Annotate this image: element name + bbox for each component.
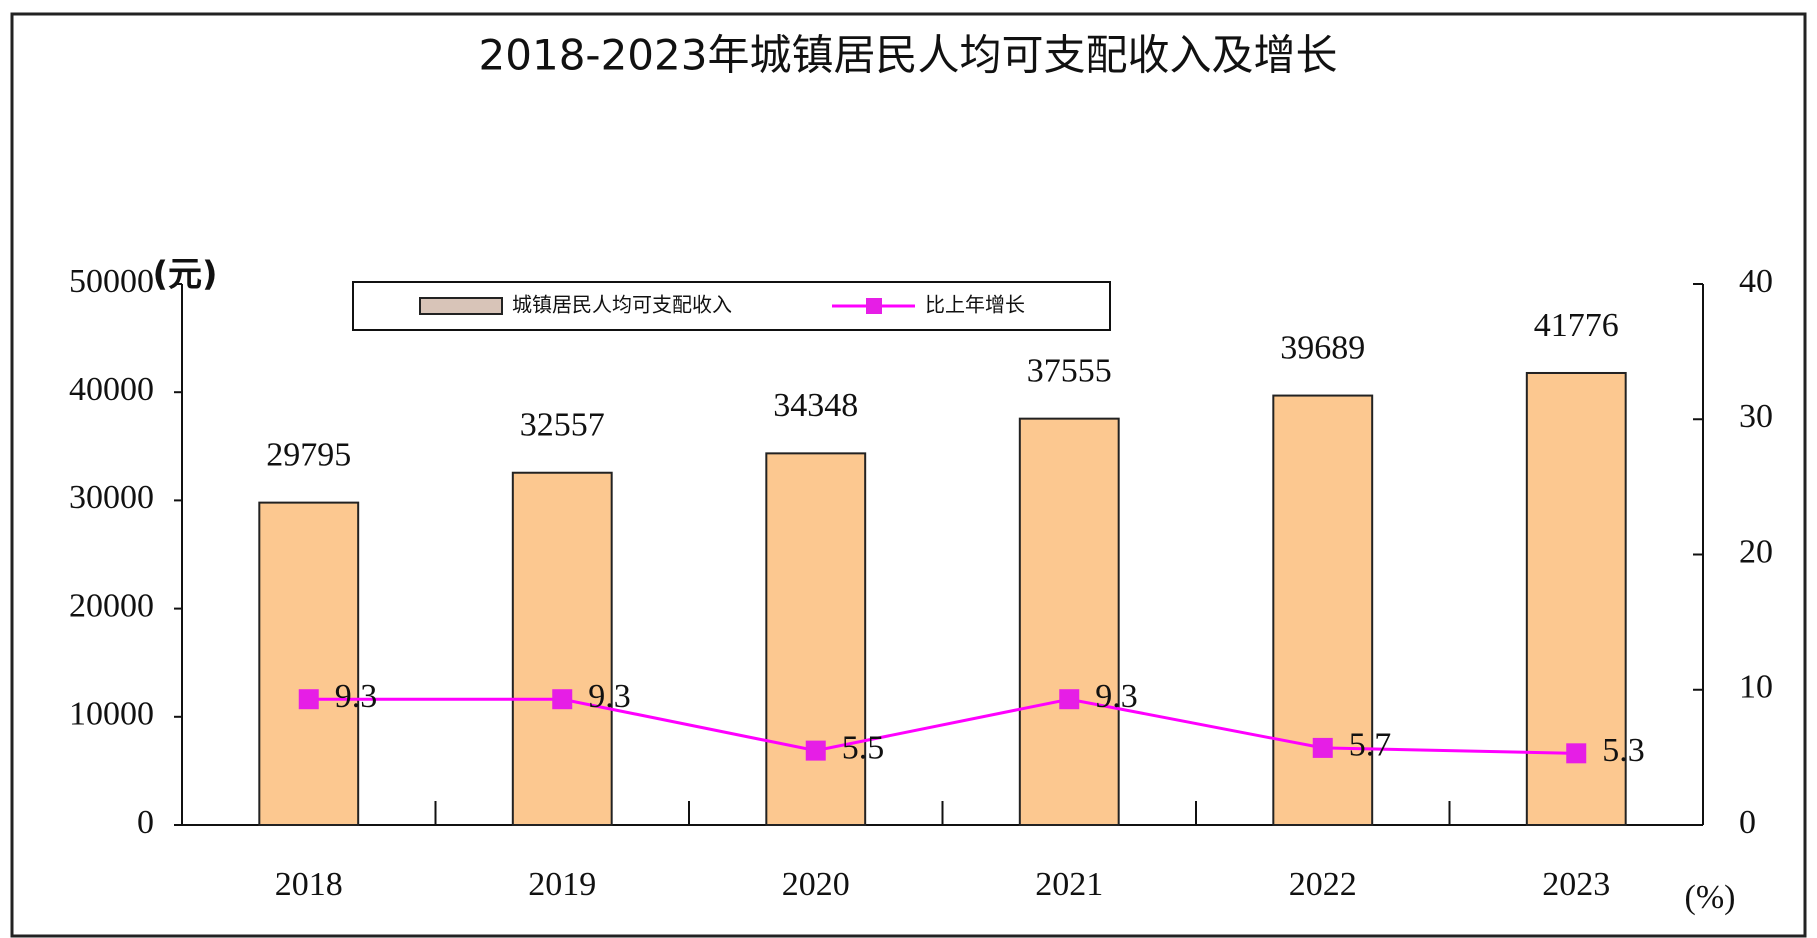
line-value-label: 5.5 — [842, 729, 885, 766]
chart-title: 2018-2023年城镇居民人均可支配收入及增长 — [479, 31, 1338, 80]
x-tick-label: 2020 — [782, 866, 850, 903]
y-tick-label: 40000 — [69, 371, 154, 408]
line-value-label: 5.3 — [1602, 732, 1645, 769]
legend-label: 比上年增长 — [925, 293, 1025, 317]
marker — [1566, 743, 1587, 764]
bar-value-label: 39689 — [1280, 329, 1365, 366]
legend-swatch — [419, 297, 503, 315]
marker — [805, 740, 826, 761]
legend-label: 城镇居民人均可支配收入 — [512, 293, 732, 317]
bar — [511, 471, 613, 826]
bar-value-label: 41776 — [1534, 307, 1619, 344]
y2-tick-label: 10 — [1739, 669, 1773, 706]
marker — [1312, 737, 1333, 758]
line-value-label: 5.7 — [1349, 727, 1392, 764]
y-tick-label: 30000 — [69, 479, 154, 516]
bar — [765, 452, 867, 826]
line-value-label: 9.3 — [588, 678, 631, 715]
y2-tick-label: 0 — [1739, 804, 1756, 841]
marker — [552, 689, 573, 710]
x-tick-label: 2021 — [1035, 866, 1103, 903]
line — [308, 697, 1577, 755]
bar — [1018, 417, 1120, 826]
bar-value-label: 37555 — [1027, 352, 1112, 389]
y2-tick-label: 20 — [1739, 533, 1773, 570]
y-tick-label: 10000 — [69, 696, 154, 733]
bar-value-label: 34348 — [773, 387, 858, 424]
x-tick-label: 2018 — [275, 866, 343, 903]
y2-tick-label: 40 — [1739, 263, 1773, 300]
x-tick-label: 2023 — [1542, 866, 1610, 903]
marker — [298, 689, 319, 710]
y-tick-label: 0 — [137, 804, 154, 841]
y-axis-label: (元) — [152, 255, 217, 295]
x-tick-label: 2019 — [528, 866, 596, 903]
y2-axis-label: (%) — [1685, 879, 1736, 916]
y2-tick-label: 30 — [1739, 398, 1773, 435]
y-tick-label: 20000 — [69, 587, 154, 624]
bar-value-label: 32557 — [520, 407, 605, 444]
line-value-label: 9.3 — [335, 678, 378, 715]
legend-marker — [866, 298, 882, 314]
x-tick-label: 2022 — [1289, 866, 1357, 903]
bar — [258, 501, 360, 826]
line-value-label: 9.3 — [1095, 678, 1138, 715]
y-tick-label: 50000 — [69, 263, 154, 300]
bar-value-label: 29795 — [266, 436, 351, 473]
marker — [1059, 689, 1080, 710]
